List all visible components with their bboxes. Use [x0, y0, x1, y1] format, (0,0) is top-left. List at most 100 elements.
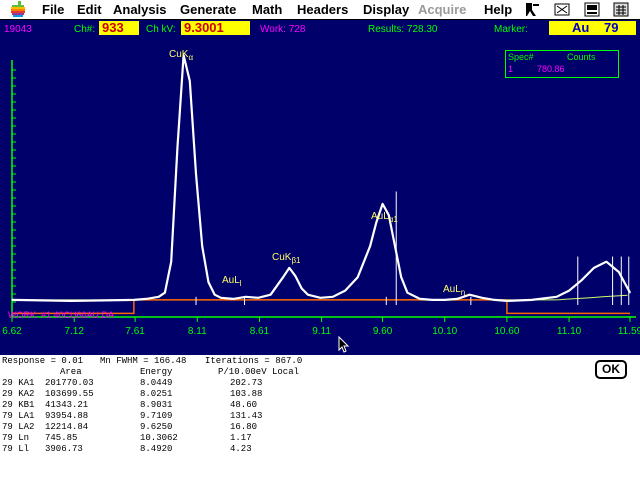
table-cell-area: 93954.88 [45, 411, 89, 421]
results-panel: Response = 0.01 Mn FWHM = 166.48 Iterati… [0, 355, 640, 480]
table-cell-area: 103699.55 [45, 389, 94, 399]
table-cell-area: 12214.84 [45, 422, 89, 432]
x-tick-label: 8.11 [188, 326, 207, 337]
table-cell-line: 29 KB1 [2, 400, 35, 410]
table-cell-energy: 9.6250 [140, 422, 173, 432]
channel-kv-value[interactable]: 9.3001 [181, 21, 250, 35]
table-cell-pb: 1.17 [230, 433, 252, 443]
spectrum-point [307, 294, 309, 296]
x-tick-label: 11.59 [618, 326, 640, 337]
spectrum-point [456, 298, 458, 300]
menu-bar: File Edit Analysis Generate Math Headers… [0, 0, 640, 20]
spectrum-point [207, 281, 210, 283]
peak-label-aula1: AuLα1 [371, 211, 398, 224]
table-cell-line: 79 LA2 [2, 422, 35, 432]
table-cell-area: 745.85 [45, 433, 78, 443]
x-tick-label: 6.62 [2, 326, 22, 337]
peak-label-aul1: AuLl [222, 275, 242, 288]
spectrum-point [319, 297, 321, 299]
table-cell-energy: 8.4920 [140, 444, 173, 454]
spectrum-point [400, 276, 402, 278]
table-cell-line: 29 KA2 [2, 389, 35, 399]
table-cell-pb: 16.80 [230, 422, 258, 432]
spectrum-point [344, 290, 346, 292]
table-cell-pb: 103.88 [230, 389, 263, 399]
keyboard-layout-icon[interactable] [553, 1, 571, 18]
table-cell-area: 201770.03 [45, 378, 94, 388]
table-cell-line: 79 Ln [2, 433, 30, 443]
spectrum-point [394, 245, 396, 247]
table-cell-energy: 10.3062 [140, 433, 178, 443]
ok-button[interactable]: OK [595, 360, 627, 379]
table-cell-pb: 202.73 [230, 378, 263, 388]
spectrum-point [170, 261, 172, 263]
menu-math[interactable]: Math [252, 2, 283, 17]
peak-label-cukb1: CuKβ1 [272, 252, 301, 265]
spectrum-point [189, 80, 191, 82]
spectrum-point [220, 297, 222, 299]
spectrum-point [506, 300, 508, 302]
spectrum-point [431, 299, 433, 301]
menu-headers[interactable]: Headers [297, 2, 349, 17]
table-cell-area: 41343.21 [45, 400, 89, 410]
spectrum-point [164, 292, 166, 294]
spectrum-point [382, 203, 384, 205]
spectrum-point [406, 292, 408, 294]
fit-envelope [12, 299, 630, 315]
x-tick-label: 10.10 [432, 326, 457, 337]
spectrum-point [257, 297, 259, 299]
spec-counts: 780.86 [537, 64, 565, 74]
status-bar: 19043 Ch#: 933 Ch kV: 9.3001 Work: 728 R… [0, 20, 640, 38]
table-cell-energy: 8.9031 [140, 400, 173, 410]
menu-display[interactable]: Display [363, 2, 410, 17]
spec-number: 1 [508, 64, 514, 74]
menu-edit[interactable]: Edit [77, 2, 102, 17]
menu-file[interactable]: File [42, 2, 65, 17]
spectrum-point [158, 296, 160, 298]
x-tick-label: 8.61 [250, 326, 270, 337]
menu-acquire[interactable]: Acquire [418, 2, 467, 17]
spectrum-point [214, 294, 216, 296]
spectrum-point [195, 173, 197, 175]
spectrum-point [369, 245, 371, 247]
spectrum-plot[interactable]: 19043 Ch#: 933 Ch kV: 9.3001 Work: 728 R… [0, 20, 640, 355]
table-cell-energy: 8.0251 [140, 389, 173, 399]
balloon-help-icon[interactable] [523, 1, 541, 18]
marker-element-box[interactable]: Au 79 [549, 21, 636, 35]
spectrum-point [71, 300, 73, 302]
spectrum-point [176, 147, 178, 149]
spectrum-point [270, 294, 272, 296]
apple-menu-icon[interactable] [10, 1, 26, 18]
x-tick-label: 7.12 [64, 326, 84, 337]
col-header-energy: Energy [140, 367, 173, 377]
calculator-icon[interactable] [612, 1, 630, 18]
spectrum-point [556, 296, 558, 298]
spectrum-point [388, 214, 390, 216]
x-tick-label: 10.60 [494, 326, 519, 337]
spectrum-chart[interactable]: CuKα AuLl CuKβ1 AuLα1 AuLη 6.62 7.12 7.61 8.11 8… [0, 20, 640, 355]
menu-analysis[interactable]: Analysis [113, 2, 167, 17]
table-cell-pb: 4.23 [230, 444, 252, 454]
table-cell-area: 3906.73 [45, 444, 83, 454]
spectrum-point [629, 292, 631, 294]
x-tick-label: 7.61 [125, 326, 145, 337]
spectrum-point [469, 294, 471, 296]
marker-element: Au [572, 20, 590, 35]
spec-header: Spec# [508, 52, 534, 62]
work-readout: Work: 728 [260, 24, 306, 35]
table-cell-energy: 8.0449 [140, 378, 173, 388]
results-readout: Results: 728.30 [368, 24, 438, 35]
channel-value[interactable]: 933 [99, 21, 139, 35]
spectrum-point [593, 267, 595, 269]
spectrum-point [282, 276, 284, 278]
menu-help[interactable]: Help [484, 2, 513, 17]
fwhm-text: Mn FWHM = 166.48 [100, 356, 187, 366]
menu-generate[interactable]: Generate [180, 2, 237, 17]
response-text: Response = 0.01 [2, 356, 84, 366]
spectrum-point [568, 290, 570, 292]
spectrum-point [419, 298, 421, 300]
x-tick-label: 9.11 [312, 326, 331, 337]
work-file-label: WORK: #1 40CU60AU.DA [8, 310, 115, 320]
application-icon[interactable] [583, 1, 601, 18]
spectrum-point [493, 299, 496, 301]
